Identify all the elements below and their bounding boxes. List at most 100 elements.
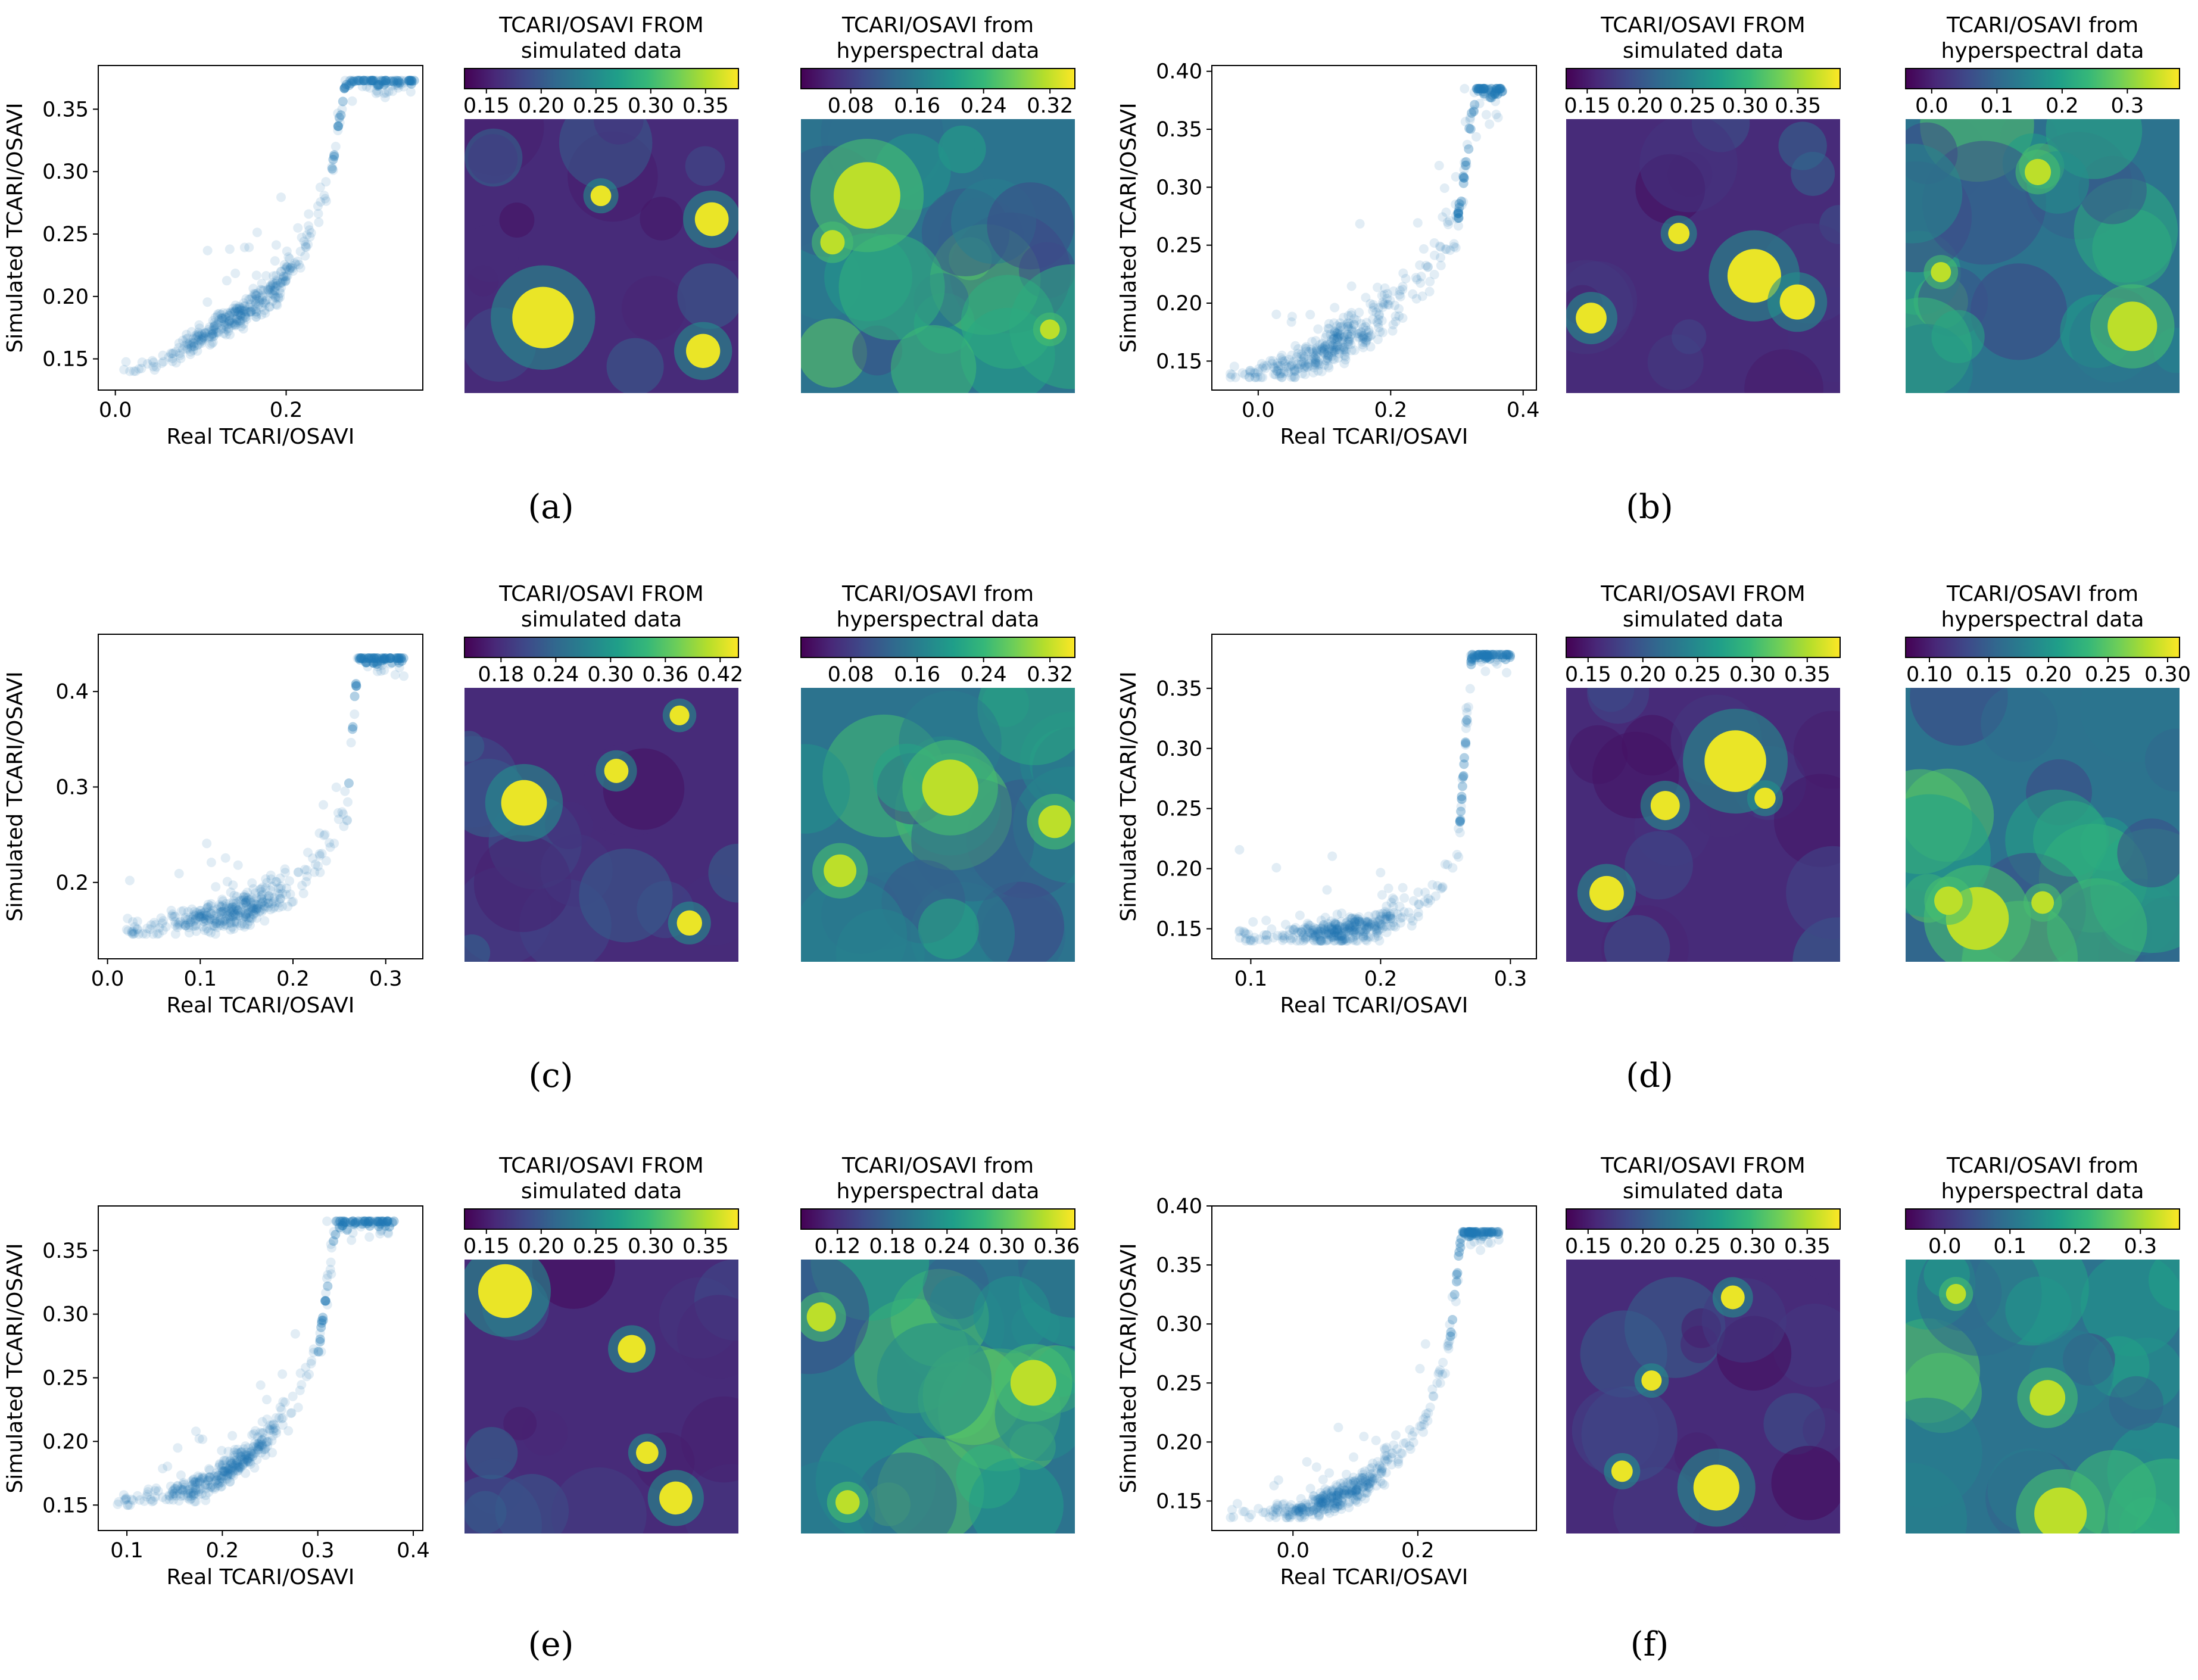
scatter-point [268,286,278,296]
scatter-point [1319,345,1329,356]
scatter-point [217,313,227,323]
scatter-point [226,887,236,897]
scatter-point [1466,124,1476,134]
scatter-point [1382,901,1392,911]
scatter-point [340,82,350,92]
scatter-point [392,78,403,88]
scatter-point [1252,372,1262,382]
scatter-point [1342,319,1352,329]
scatter-point [267,296,278,306]
scatter-point [249,288,259,298]
scatter-point [129,366,139,376]
scatter-point [1249,367,1259,378]
scatter-point [1277,355,1287,365]
colorbar-tick-label: 0.2 [2046,94,2079,118]
scatter-point [1332,334,1342,344]
scatter-point [213,311,223,321]
scatter-point [1292,352,1302,362]
scatter-point [1330,328,1340,338]
scatter-point [1355,219,1365,229]
x-tick-label: 0.1 [1234,967,1268,991]
scatter-point [223,316,233,326]
scatter-point [1349,319,1359,329]
scatter-point [194,320,204,330]
x-axis-label: Real TCARI/OSAVI [167,1565,355,1589]
scatter-point [113,1500,123,1509]
scatter-point [198,1472,208,1482]
scatter-point [280,271,291,281]
scatter-point [270,286,280,296]
scatter-point [1279,368,1289,378]
scatter-point [1299,353,1309,363]
heatmap-hotspot [1611,1460,1633,1482]
scatter-point [194,328,204,338]
colorbar-tick-label: 0.20 [1620,1235,1666,1258]
scatter-point [1497,650,1507,660]
scatter-point [213,309,223,319]
scatter-point [272,276,282,286]
scatter-point [1283,363,1293,373]
scatter-point [1234,844,1245,855]
scatter-point [1324,351,1334,361]
scatter-point [179,341,189,351]
scatter-point [1288,372,1298,382]
heatmap-hotspot [590,185,612,207]
scatter-point [271,293,281,303]
scatter-point [1473,650,1483,660]
scatter-point [331,142,341,151]
scatter-point [354,653,364,663]
scatter-point [1250,372,1260,382]
scatter-point [1358,333,1368,343]
scatter-point [1359,1482,1369,1492]
scatter-point [245,307,255,317]
heatmap-hotspot [1754,787,1776,809]
scatter-point [1408,896,1418,906]
scatter-point [199,332,209,342]
scatter-point [1301,344,1311,354]
scatter-point [380,76,390,86]
scatter-point [1287,311,1297,322]
scatter-point [1314,926,1324,936]
scatter-point [1227,370,1237,380]
scatter-point [354,76,364,86]
scatter-point [306,228,316,238]
scatter-point [194,335,204,345]
scatter-point [279,272,289,282]
scatter-point [205,340,215,350]
scatter-point [372,81,382,91]
scatter-point [1374,314,1384,325]
y-tick-label: 0.35 [1156,1254,1202,1277]
scatter-point [351,1217,361,1227]
scatter-point [1330,347,1340,357]
scatter-point [358,76,369,86]
scatter-point [1453,221,1463,231]
y-tick-label: 0.35 [42,98,89,121]
scatter-point [327,162,337,172]
scatter-point [195,331,205,341]
scatter-point [196,336,206,347]
scatter-point [257,291,267,301]
heatmap-hotspot [806,1302,836,1332]
scatter-point [282,271,292,281]
scatter-point [1321,355,1331,365]
scatter-point [367,76,378,86]
scatter-point [387,81,397,91]
scatter-point [275,285,285,295]
scatter-point [1310,357,1320,367]
colorbar-tick-label: 0.25 [573,94,619,118]
scatter-point [1353,333,1363,342]
scatter-point [1272,361,1282,371]
panel-a: 0.0 0.2 0.15 0.20 0.25 0.30 0.35 Real TCARI/OSA… [3,13,1075,526]
heatmap-patch [594,119,644,145]
scatter-point [404,76,414,86]
heatmap-hotspot [2031,891,2054,914]
scatter-point [257,295,267,305]
scatter-point [282,263,292,273]
scatter-point [304,225,314,235]
scatter-point [367,76,378,86]
scatter-point [380,92,390,102]
scatter-point [260,298,270,308]
scatter-point [1349,320,1359,330]
